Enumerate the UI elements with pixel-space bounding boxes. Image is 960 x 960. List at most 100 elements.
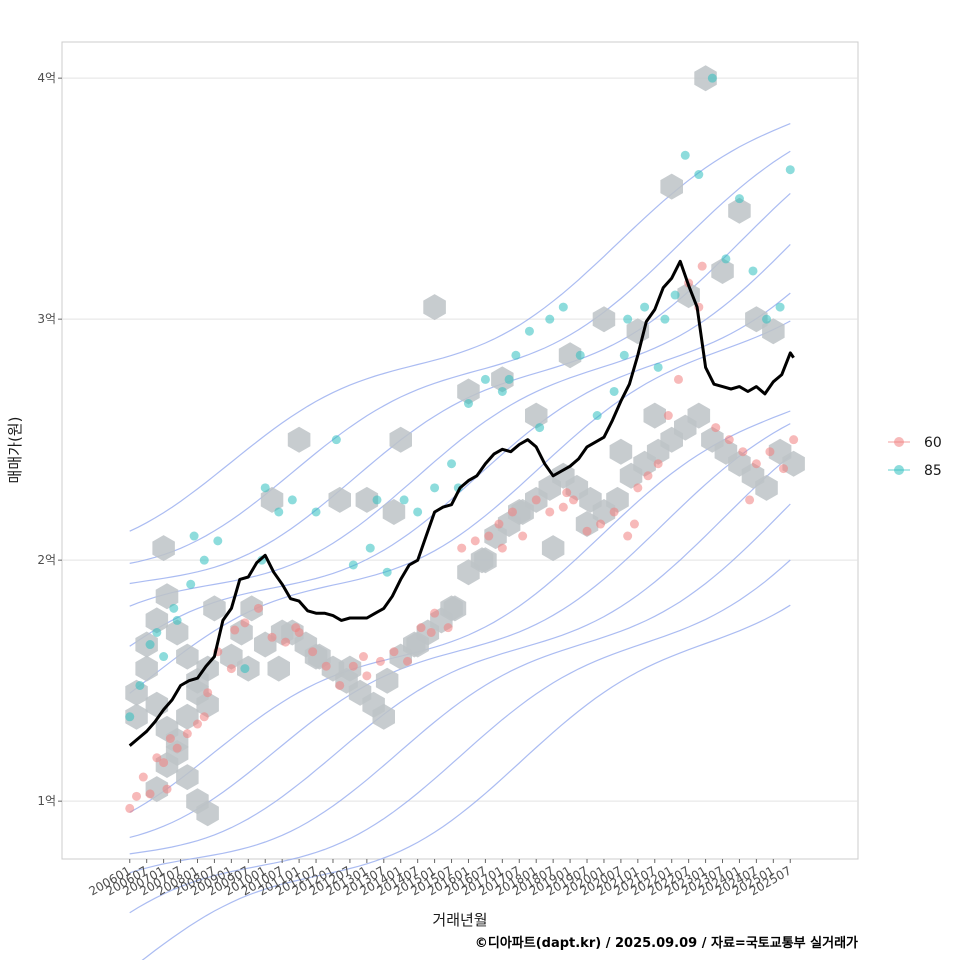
point-85 [775,302,785,312]
point-60 [125,803,135,813]
point-85 [125,712,135,722]
point-85 [504,374,514,384]
point-85 [463,399,473,409]
point-60 [138,772,148,782]
point-60 [457,543,467,553]
hex-bin [382,499,406,525]
point-85 [365,543,375,553]
point-85 [511,350,521,360]
point-60 [751,459,761,469]
x-axis-ticks: 2006012006072007012007072008012008072009… [87,859,794,899]
hex-bin [328,486,351,513]
point-60 [199,712,209,722]
median-layer [128,259,795,747]
hex-bin [372,703,395,730]
point-60 [778,464,788,474]
point-60 [697,261,707,271]
point-85 [274,507,284,517]
point-85 [152,627,162,637]
point-60 [711,423,721,433]
point-85 [382,567,392,577]
legend-key-60 [894,437,904,447]
legend: 60 85 [888,435,942,479]
point-60 [633,483,643,493]
point-85 [199,555,209,565]
point-85 [447,459,457,469]
point-85 [680,150,690,160]
hex-bin [694,65,717,92]
y-tick-label: 1억 [37,794,56,808]
point-60 [494,519,504,529]
caption: ©디아파트(dapt.kr) / 2025.09.09 / 자료=국토교통부 실… [475,935,858,951]
point-60 [745,495,755,505]
hex-bin [267,655,290,682]
point-60 [291,623,301,633]
contour-line [129,455,791,855]
point-85 [535,423,545,433]
point-60 [765,447,775,457]
point-60 [308,647,318,657]
hex-bin [186,679,209,706]
hex-bin [660,173,683,200]
hex-bin [592,306,616,333]
point-60 [430,608,440,618]
point-60 [562,488,572,498]
point-60 [582,526,592,536]
legend-label-60: 60 [924,435,942,451]
point-60 [267,632,277,642]
hex-bin [375,667,399,694]
legend-item-85: 85 [888,463,942,479]
point-85 [623,314,633,324]
hex-bin [220,643,243,670]
point-60 [663,411,673,421]
point-60 [673,374,683,384]
point-60 [389,647,399,657]
hex-bin [406,631,429,658]
point-60 [545,507,555,517]
hex-bin [745,306,768,333]
hex-bin [176,764,199,791]
point-85 [497,386,507,396]
point-60 [152,753,162,763]
point-85 [189,531,199,541]
point-60 [518,531,528,541]
contour-line [129,320,791,694]
median-line [128,259,795,747]
point-85 [707,73,717,83]
point-60 [497,543,507,553]
contour-line [129,423,791,838]
hex-bin [575,511,599,537]
point-85 [660,314,670,324]
point-60 [643,471,653,481]
scatter-layer [125,73,799,813]
point-85 [145,640,155,650]
point-60 [531,495,541,505]
point-85 [159,652,169,662]
point-60 [159,758,169,768]
point-60 [253,603,263,613]
point-60 [470,536,480,546]
hex-bin [440,595,463,622]
hex-bin [260,486,284,513]
point-85 [287,495,297,505]
hex-bin [203,595,226,622]
y-axis-ticks: 1억 2억 3억 4억 [37,71,62,808]
point-60 [375,656,385,666]
hex-bin [389,426,412,453]
point-60 [165,733,175,743]
hex-bin [155,583,179,610]
point-85 [575,350,585,360]
point-85 [172,615,182,625]
point-85 [558,302,568,312]
hex-bin [125,703,148,730]
contour-line [141,604,791,960]
point-85 [640,302,650,312]
point-85 [348,560,358,570]
hex-bin [355,486,379,513]
point-60 [484,531,494,541]
point-60 [348,661,358,671]
hex-bin [711,258,734,284]
point-60 [623,531,633,541]
point-60 [789,435,799,445]
hex-bin [508,499,531,525]
